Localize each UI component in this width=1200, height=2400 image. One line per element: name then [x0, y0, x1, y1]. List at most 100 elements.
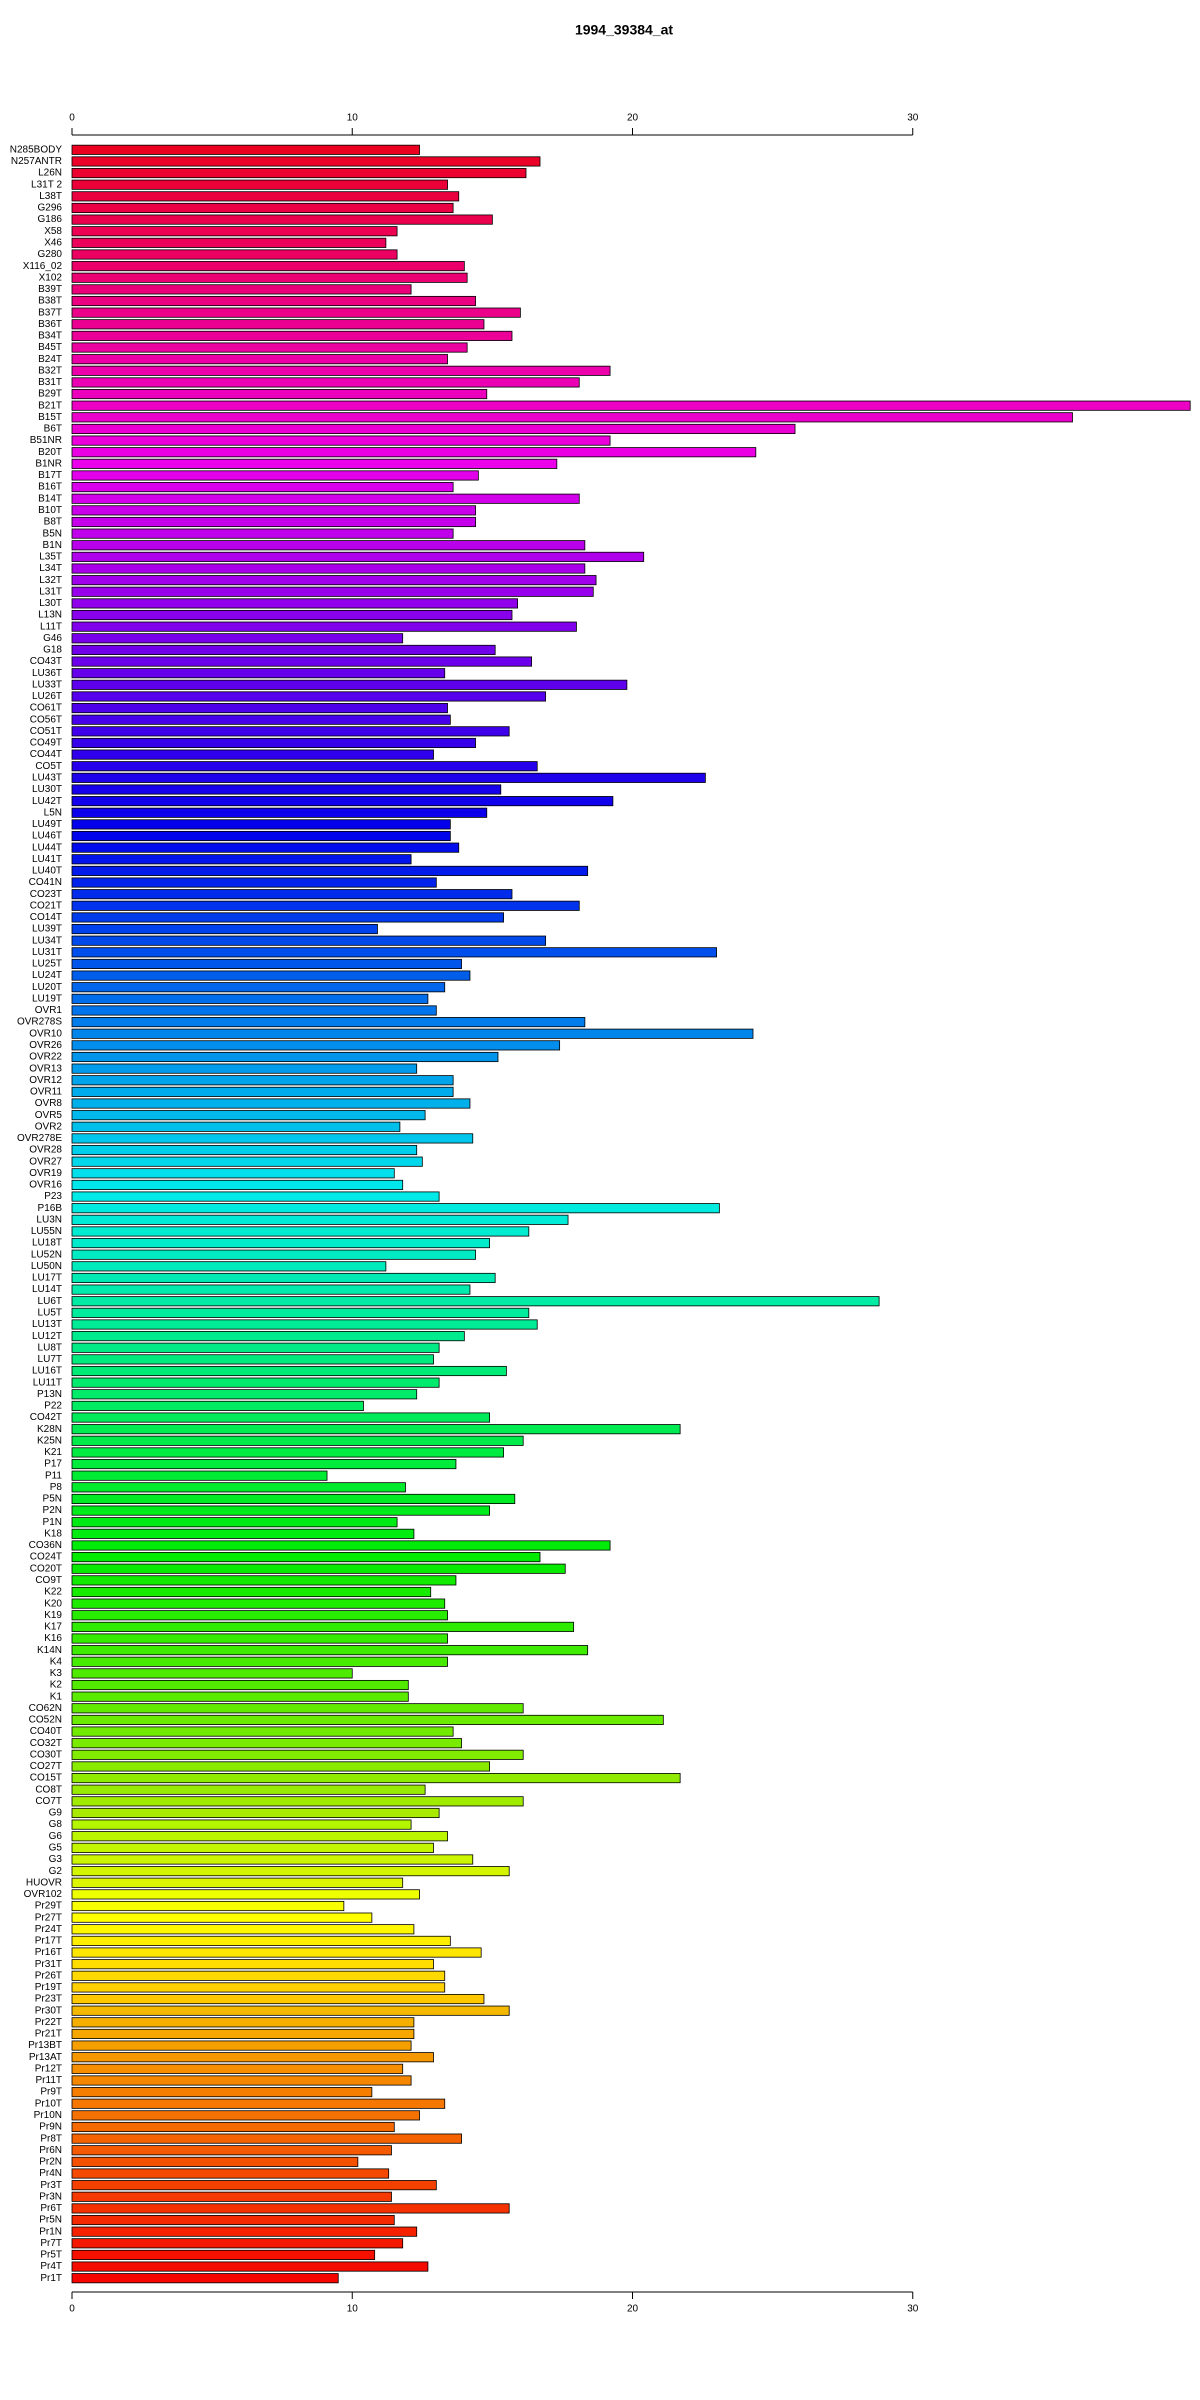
y-tick-label: N285BODY	[10, 144, 63, 155]
y-tick-label: CO8T	[35, 1784, 62, 1795]
y-tick-label: K21	[44, 1447, 62, 1458]
bar	[71, 202, 454, 214]
y-tick-label: K20	[44, 1598, 62, 1609]
bar	[71, 1854, 474, 1865]
bar	[71, 1807, 440, 1819]
bar	[71, 2238, 404, 2249]
bar	[71, 1994, 485, 2005]
bar	[71, 1912, 373, 1923]
y-tick-label: K4	[50, 1656, 63, 1667]
bar	[71, 2005, 510, 2016]
y-tick-label: OVR13	[29, 1063, 62, 1074]
x-tick-label: 0	[69, 2304, 75, 2315]
bar	[71, 1028, 754, 1039]
y-tick-label: B29T	[38, 389, 62, 400]
y-tick-label: P13N	[37, 1389, 62, 1400]
bar	[71, 435, 611, 446]
bar	[71, 1365, 507, 1377]
chart-title: 1994_39384_at	[575, 22, 673, 38]
bar	[71, 912, 504, 923]
bar	[71, 656, 533, 667]
bar	[71, 1121, 401, 1132]
bar	[71, 1447, 504, 1458]
bar	[71, 226, 398, 237]
y-tick-label: B16T	[38, 482, 62, 493]
bar	[71, 2040, 412, 2051]
y-tick-label: B32T	[38, 365, 62, 376]
bar	[71, 679, 628, 690]
bar	[71, 1238, 490, 1249]
bar	[71, 1703, 524, 1714]
bar	[71, 2156, 359, 2167]
bar	[71, 1540, 611, 1551]
y-tick-label: LU6T	[38, 1296, 62, 1307]
bar	[71, 2052, 434, 2063]
bar	[71, 1738, 462, 1749]
bar	[71, 1970, 446, 1981]
bar	[71, 423, 796, 434]
y-tick-label: G5	[49, 1842, 63, 1853]
bar	[71, 1110, 426, 1121]
y-tick-label: G18	[43, 645, 62, 656]
y-tick-label: CO30T	[30, 1749, 62, 1760]
y-tick-label: B20T	[38, 447, 62, 458]
y-tick-label: X116_02	[23, 261, 63, 272]
bar	[71, 389, 488, 400]
bar	[71, 633, 404, 644]
bar	[71, 1877, 404, 1888]
y-tick-label: LU42T	[32, 796, 62, 807]
bar	[71, 854, 412, 865]
bar	[71, 1714, 664, 1725]
bar	[71, 295, 476, 307]
bar	[71, 1272, 496, 1284]
bar	[71, 935, 547, 946]
bar	[71, 2203, 510, 2214]
y-tick-label: CO56T	[30, 714, 62, 725]
bar	[71, 482, 454, 493]
bar	[71, 2133, 462, 2144]
bar	[71, 1191, 440, 1202]
bar	[71, 307, 521, 318]
bar	[71, 1947, 482, 1958]
bar	[71, 1773, 681, 1784]
y-tick-label: Pr10T	[35, 2098, 62, 2109]
y-tick-label: LU19T	[32, 993, 62, 1004]
bar	[71, 1354, 434, 1365]
y-tick-label: Pr9T	[40, 2087, 62, 2098]
bar	[71, 1610, 448, 1621]
y-tick-label: P23	[44, 1191, 62, 1202]
y-tick-label: Pr3T	[40, 2180, 62, 2191]
y-tick-label: P8	[50, 1482, 63, 1493]
y-tick-label: B34T	[38, 331, 62, 342]
bar	[71, 865, 589, 876]
bar	[71, 2226, 418, 2237]
bar	[71, 284, 412, 295]
y-tick-label: LU3N	[36, 1214, 62, 1225]
bar	[71, 470, 479, 481]
x-tick-label: 20	[627, 2304, 639, 2315]
y-tick-label: LU49T	[32, 819, 62, 830]
y-tick-label: OVR27	[29, 1156, 62, 1167]
y-tick-label: K2	[50, 1680, 63, 1691]
bar	[71, 1749, 524, 1760]
bar	[71, 1424, 681, 1435]
y-tick-label: CO36N	[29, 1540, 62, 1551]
bar	[71, 772, 706, 783]
bar	[71, 2110, 420, 2121]
y-tick-label: K17	[44, 1622, 62, 1633]
bar	[71, 2249, 376, 2260]
y-tick-label: LU24T	[32, 970, 62, 981]
y-tick-label: G46	[43, 633, 62, 644]
bar	[71, 2214, 395, 2226]
y-tick-label: Pr6N	[39, 2145, 62, 2156]
bar	[71, 2261, 429, 2272]
y-tick-label: B38T	[38, 296, 62, 307]
bar	[71, 1633, 448, 1644]
bar	[71, 1261, 387, 1272]
bar	[71, 1307, 530, 1318]
bar	[71, 1900, 345, 1912]
y-tick-label: CO7T	[35, 1796, 62, 1807]
bar	[71, 609, 513, 621]
x-tick-label: 30	[907, 113, 919, 124]
bar	[71, 1935, 451, 1946]
